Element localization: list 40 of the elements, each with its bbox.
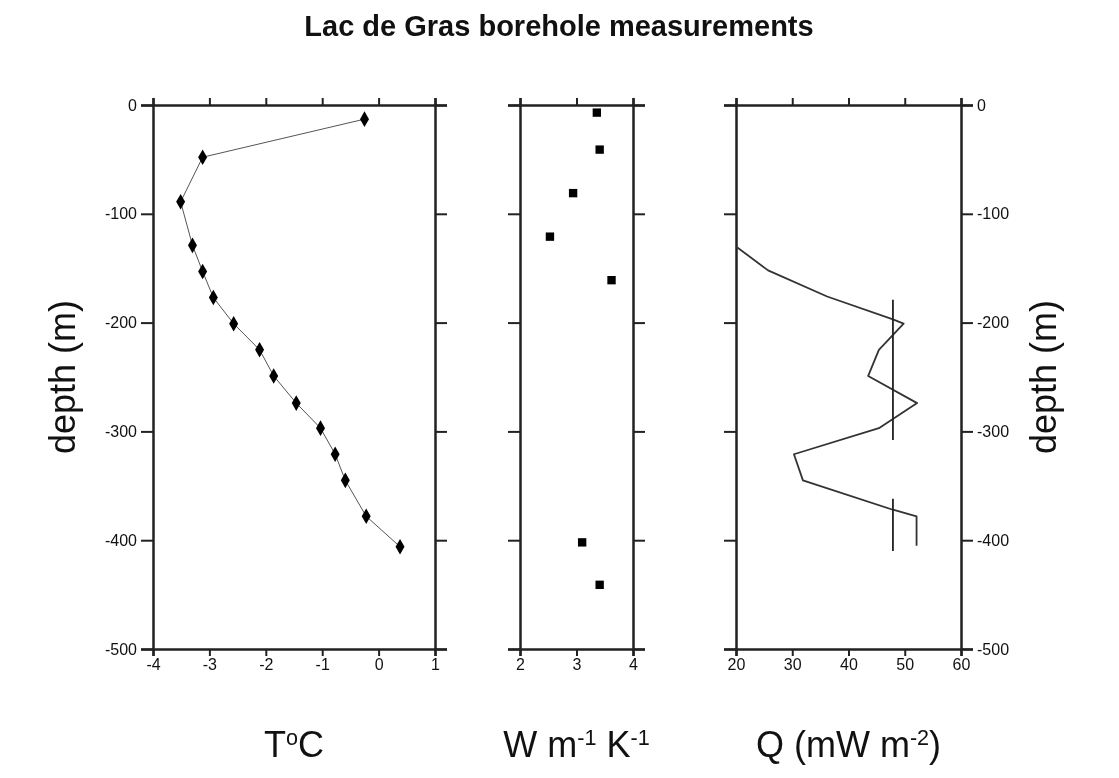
x-tick-label: 1	[431, 656, 441, 674]
x-tick-label: 20	[727, 656, 746, 674]
point	[595, 580, 604, 589]
x-axis-title: T$^{o}$C	[263, 724, 325, 765]
x-axis-title: W m$^{-1}$ K$^{-1}$	[503, 724, 650, 765]
x-tick-label: 30	[783, 656, 802, 674]
y2-tick-label: 0	[977, 96, 986, 114]
x-tick-label: 60	[952, 656, 971, 674]
x-tick-label: -1	[315, 656, 330, 674]
x-tick-label: 4	[629, 656, 639, 674]
y-tick-label: -100	[104, 205, 138, 223]
x-tick-label: -4	[146, 656, 161, 674]
x-tick-label: 3	[572, 656, 582, 674]
x-tick-label: -3	[202, 656, 218, 674]
point	[607, 275, 616, 285]
point	[545, 232, 555, 241]
y2-tick-label: -100	[977, 205, 1010, 223]
x-tick-label: 50	[896, 656, 915, 674]
y2-tick-label: -200	[977, 314, 1010, 332]
y2-tick-label: -300	[977, 423, 1010, 441]
point	[577, 538, 587, 547]
y-tick-label: -400	[104, 531, 138, 549]
y2-axis-title: depth (m)	[1023, 299, 1064, 455]
x-tick-label: -2	[259, 656, 274, 674]
x-tick-label: 40	[840, 656, 858, 674]
line-series	[735, 245, 919, 547]
y-tick-label: 0	[128, 96, 138, 114]
y2-tick-label: -500	[977, 640, 1010, 658]
text: Lac de Gras borehole measurements	[304, 10, 814, 42]
point	[568, 188, 578, 198]
x-axis-title: Q (mW m$^{-2}$)	[755, 724, 942, 765]
y-tick-label: -500	[104, 640, 138, 658]
y-axis-title: depth (m)	[42, 299, 83, 455]
x-tick-label: 0	[374, 656, 384, 674]
y-tick-label: -200	[104, 314, 138, 332]
y-tick-label: -300	[104, 423, 138, 441]
y2-tick-label: -400	[977, 531, 1010, 549]
x-tick-label: 2	[516, 656, 526, 674]
point	[595, 145, 604, 154]
point	[592, 108, 602, 117]
